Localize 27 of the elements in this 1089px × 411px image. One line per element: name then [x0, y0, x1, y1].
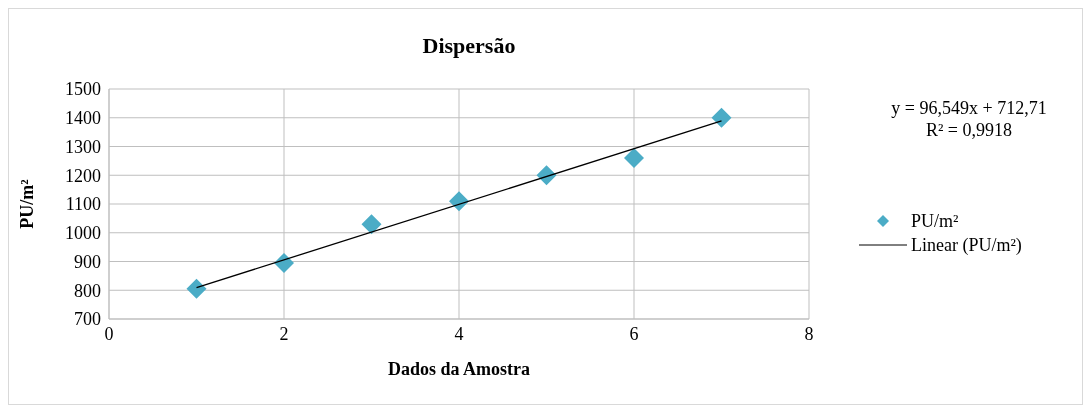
x-tick-label: 4 [454, 323, 464, 344]
point [711, 107, 732, 128]
x-tick-label: 8 [804, 323, 814, 344]
y-tick-label: 1500 [65, 79, 101, 100]
y-tick-label: 1000 [65, 223, 101, 244]
y-tick-label: 1400 [65, 108, 101, 129]
text: y = 96,549x + 712,71 [890, 97, 1048, 119]
y-axis-title: PU/m² [17, 179, 38, 229]
y-tick-label: 700 [74, 309, 101, 330]
y-tick-label: 1100 [65, 194, 101, 215]
y-tick-label: 900 [74, 251, 101, 272]
point [274, 252, 294, 273]
legend-label: PU/m² [911, 210, 959, 233]
y-tick-label: 1200 [65, 165, 101, 186]
x-axis-title: Dados da Amostra [387, 359, 531, 379]
legend-label: Linear (PU/m²) [911, 234, 1022, 257]
x-tick-label: 6 [629, 323, 639, 344]
x-tick-label: 0 [104, 323, 114, 344]
point [624, 148, 644, 168]
point [449, 191, 469, 212]
point [186, 278, 207, 299]
point [361, 214, 382, 235]
x-tick-label: 2 [279, 323, 289, 344]
chart-title: Dispersão [421, 33, 517, 59]
text: R² = 0,9918 [924, 119, 1014, 141]
y-tick-label: 800 [74, 280, 101, 301]
y-tick-label: 1300 [65, 136, 101, 157]
